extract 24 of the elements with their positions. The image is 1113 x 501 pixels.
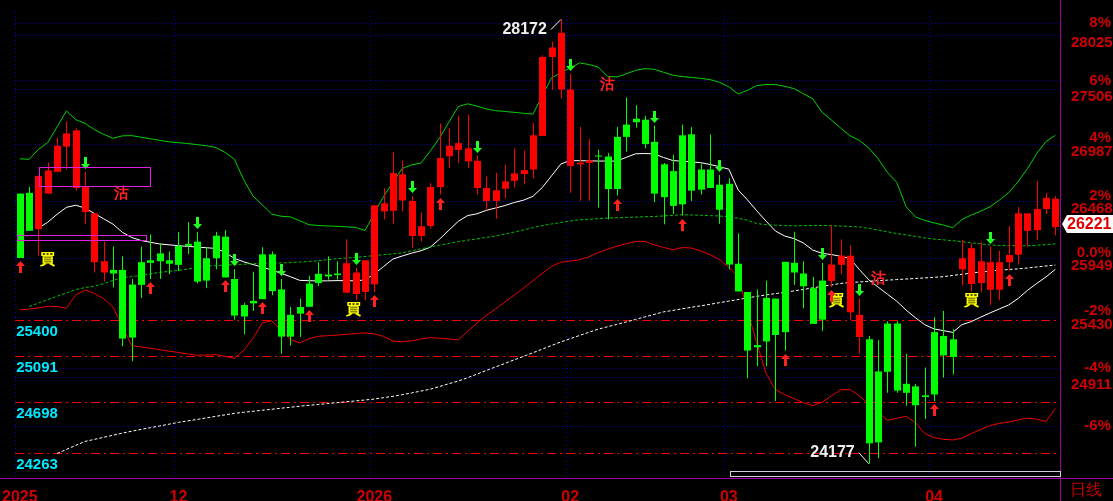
y2-tick-label: 6% bbox=[1089, 70, 1111, 88]
y2-tick-label: 8% bbox=[1089, 13, 1111, 31]
text: 26221 bbox=[1067, 215, 1112, 233]
annotation: 28172 bbox=[502, 19, 547, 37]
y2-tick-label: -4% bbox=[1084, 358, 1111, 376]
y-tick-label: 25430 bbox=[1071, 315, 1113, 333]
annotation: 買 bbox=[962, 291, 979, 310]
y-tick-label: 28025 bbox=[1071, 32, 1113, 50]
annotation: 24177 bbox=[810, 443, 855, 461]
ref-line-label: 25400 bbox=[16, 322, 58, 340]
annotation: 沽 bbox=[869, 268, 886, 287]
ref-line-label: 24698 bbox=[16, 404, 58, 422]
annotation: 買 bbox=[345, 300, 362, 319]
y-tick-label: 27506 bbox=[1071, 87, 1113, 105]
ref-line-label: 25091 bbox=[16, 358, 58, 376]
annotation: 沽 bbox=[112, 183, 129, 202]
ref-line-label: 24263 bbox=[16, 455, 58, 473]
text: 日线 bbox=[1070, 479, 1102, 499]
annotation: 買 bbox=[39, 249, 56, 268]
y2-tick-label: -6% bbox=[1084, 415, 1111, 433]
y2-tick-label: -2% bbox=[1084, 300, 1111, 318]
y2-tick-label: 2% bbox=[1089, 185, 1111, 203]
annotation: 沽 bbox=[599, 74, 616, 93]
y-tick-label: 24911 bbox=[1071, 374, 1112, 392]
